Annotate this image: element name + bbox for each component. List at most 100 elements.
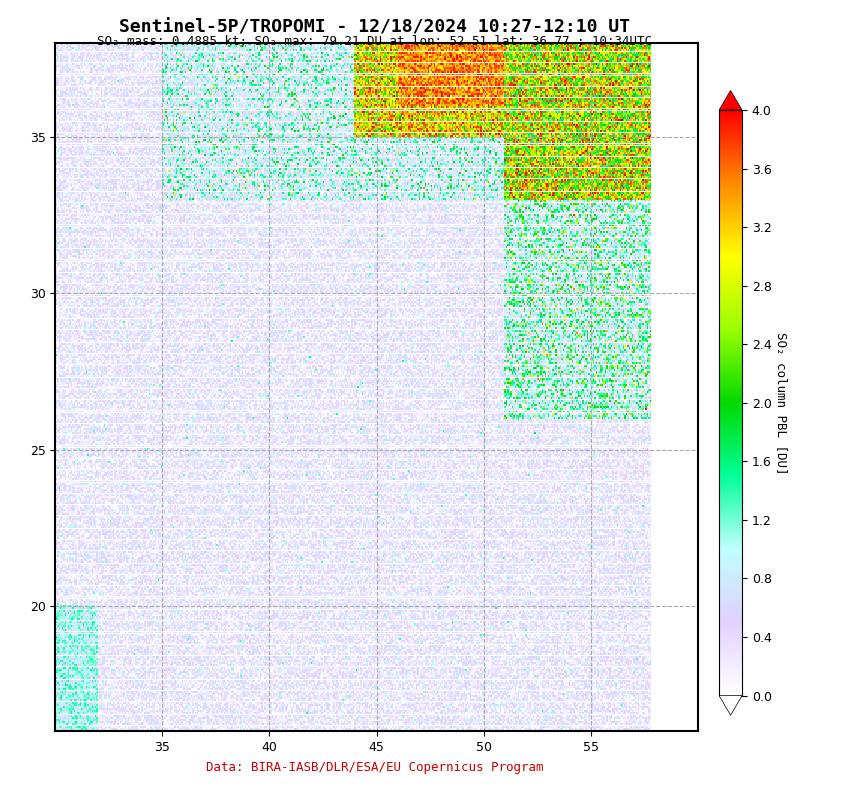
- Point: [395, 519, 408, 531]
- Point: [74, 108, 88, 120]
- Point: [582, 637, 596, 650]
- Point: [168, 626, 182, 639]
- Point: [515, 354, 528, 367]
- Point: [141, 162, 155, 174]
- Point: [536, 101, 550, 114]
- Point: [603, 127, 617, 140]
- Point: [161, 326, 174, 339]
- Point: [637, 563, 651, 575]
- Point: [206, 178, 220, 190]
- Point: [407, 633, 420, 645]
- Point: [338, 254, 351, 266]
- Point: [446, 465, 460, 477]
- Point: [549, 57, 563, 70]
- Point: [411, 558, 425, 571]
- Point: [139, 508, 152, 520]
- Point: [500, 156, 513, 168]
- Point: [548, 234, 562, 247]
- Point: [76, 340, 89, 352]
- Point: [194, 438, 208, 450]
- Point: [387, 164, 401, 177]
- Point: [179, 644, 192, 656]
- Point: [536, 490, 550, 503]
- Point: [147, 558, 161, 571]
- Point: [284, 136, 298, 149]
- Point: [467, 608, 481, 621]
- Point: [641, 716, 654, 729]
- Point: [609, 527, 623, 540]
- Point: [119, 545, 133, 558]
- Point: [582, 443, 596, 455]
- Point: [479, 250, 493, 263]
- Point: [414, 281, 428, 293]
- Point: [214, 335, 227, 347]
- Point: [96, 57, 110, 70]
- Point: [380, 440, 393, 453]
- Point: [582, 630, 596, 643]
- Point: [635, 116, 648, 129]
- Point: [182, 384, 196, 396]
- Point: [495, 200, 509, 212]
- Point: [161, 259, 174, 271]
- Point: [482, 217, 495, 230]
- Point: [328, 331, 342, 343]
- Point: [139, 77, 152, 90]
- Point: [448, 716, 461, 729]
- Point: [470, 186, 483, 199]
- Point: [206, 138, 220, 151]
- Point: [501, 418, 515, 431]
- Point: [254, 705, 267, 718]
- Point: [465, 90, 479, 103]
- Point: [161, 79, 174, 92]
- Point: [191, 482, 204, 494]
- Point: [77, 97, 90, 109]
- Point: [637, 434, 651, 446]
- Point: [423, 180, 437, 193]
- Point: [414, 395, 428, 407]
- Point: [341, 114, 355, 127]
- Point: [603, 351, 617, 363]
- Point: [633, 416, 647, 428]
- Point: [635, 283, 648, 296]
- Point: [369, 57, 383, 70]
- Point: [643, 81, 656, 94]
- Point: [373, 239, 386, 252]
- Point: [641, 55, 654, 68]
- Point: [399, 569, 413, 582]
- Point: [82, 552, 95, 564]
- Point: [251, 718, 265, 731]
- Point: [108, 661, 122, 674]
- Point: [362, 167, 375, 179]
- Point: [271, 250, 285, 263]
- Point: [545, 340, 558, 352]
- Point: [106, 471, 119, 483]
- Point: [643, 722, 656, 735]
- Point: [393, 156, 407, 168]
- Point: [314, 136, 328, 149]
- Point: [127, 40, 140, 53]
- Point: [344, 593, 357, 606]
- Point: [368, 158, 381, 171]
- Point: [564, 512, 578, 525]
- Point: [597, 683, 611, 696]
- Point: [311, 153, 324, 166]
- Point: [277, 64, 290, 76]
- Point: [456, 243, 470, 255]
- Point: [344, 61, 357, 74]
- Point: [101, 208, 115, 221]
- Point: [404, 532, 418, 545]
- Point: [245, 591, 259, 604]
- Point: [539, 147, 552, 160]
- Point: [127, 387, 140, 400]
- Point: [261, 471, 275, 483]
- Point: [448, 362, 461, 374]
- Point: [174, 501, 188, 514]
- Point: [414, 718, 428, 731]
- Point: [623, 243, 637, 255]
- Point: [231, 261, 245, 274]
- Point: [145, 608, 158, 621]
- Point: [137, 571, 151, 584]
- Point: [523, 245, 536, 258]
- Point: [568, 149, 582, 162]
- Point: [131, 580, 145, 593]
